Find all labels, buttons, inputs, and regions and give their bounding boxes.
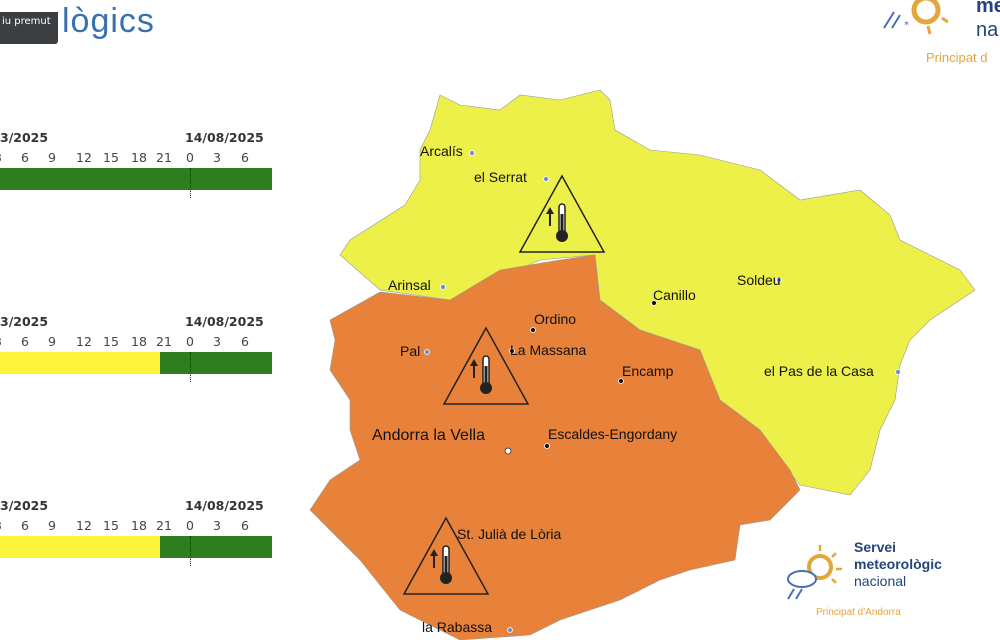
place-marker (618, 378, 624, 384)
place-label: Arcalís (420, 143, 463, 159)
place-marker (895, 369, 901, 375)
date-label: 14/08/2025 (185, 130, 264, 145)
hour-tick: 12 (76, 150, 92, 165)
logo-text: Servei (854, 539, 897, 555)
hour-tick: 18 (131, 334, 147, 349)
place-label: Encamp (622, 363, 674, 379)
hour-tick: 12 (76, 334, 92, 349)
place-marker (469, 150, 475, 156)
place-marker (530, 327, 536, 333)
logo-text: Principat d'Andorra (816, 607, 901, 618)
date-label: 3/2025 (0, 130, 49, 145)
thermometer-warning-icon[interactable] (402, 516, 490, 595)
hour-tick: 21 (156, 150, 172, 165)
hour-tick: 12 (76, 518, 92, 533)
hour-tick: 18 (131, 150, 147, 165)
logo-text: na (976, 19, 999, 41)
place-label: el Pas de la Casa (764, 363, 874, 379)
logo-text: Principat d (926, 50, 988, 65)
hour-tick: 6 (21, 334, 29, 349)
warning-bar[interactable] (0, 352, 272, 374)
hour-tick: 15 (103, 518, 119, 533)
hour-tick: 3 (0, 518, 2, 533)
thermometer-warning-icon[interactable] (518, 174, 606, 253)
hour-tick: 3 (213, 150, 221, 165)
hour-tick: 0 (186, 518, 194, 533)
place-marker (424, 349, 430, 355)
place-label: St. Julià de Lòria (457, 526, 561, 542)
place-marker (509, 348, 515, 354)
date-label: 14/08/2025 (185, 314, 264, 329)
svg-text:*: * (904, 20, 909, 31)
place-label: el Serrat (474, 169, 527, 185)
hour-tick: 6 (241, 518, 249, 533)
hour-tick: 6 (241, 150, 249, 165)
warning-segment[interactable] (0, 352, 161, 374)
hour-tick: 3 (0, 150, 2, 165)
day-divider (190, 352, 191, 382)
day-divider (190, 536, 191, 566)
place-label: Soldeu (737, 272, 781, 288)
place-label: Escaldes-Engordany (548, 426, 677, 442)
place-label: Andorra la Vella (372, 427, 485, 444)
logo-text: me (976, 0, 1000, 17)
weather-logo-icon (787, 545, 842, 600)
hour-tick: 3 (213, 334, 221, 349)
place-label: La Massana (510, 342, 586, 358)
thermometer-warning-icon[interactable] (442, 326, 530, 405)
tooltip: iu premut (0, 12, 58, 44)
place-label: Pal (400, 343, 420, 359)
hour-tick: 9 (48, 334, 56, 349)
place-marker (504, 447, 512, 455)
hour-tick: 6 (21, 518, 29, 533)
hour-tick: 6 (241, 334, 249, 349)
place-marker (440, 284, 446, 290)
date-label: 3/2025 (0, 314, 49, 329)
warning-bar[interactable] (0, 168, 272, 190)
date-label: 14/08/2025 (185, 498, 264, 513)
hour-tick: 15 (103, 334, 119, 349)
logo-top: * me na Principat d (878, 0, 1000, 65)
hour-tick: 0 (186, 334, 194, 349)
place-marker (543, 176, 549, 182)
warning-bar[interactable] (0, 536, 272, 558)
date-label: 3/2025 (0, 498, 49, 513)
hour-tick: 21 (156, 334, 172, 349)
logo: Servei meteorològic nacional Principat d… (776, 533, 962, 625)
hour-tick: 9 (48, 518, 56, 533)
hour-tick: 6 (21, 150, 29, 165)
place-label: Ordino (534, 311, 576, 327)
place-marker (776, 277, 782, 283)
hour-tick: 18 (131, 518, 147, 533)
warning-segment[interactable] (160, 352, 272, 374)
page-title: lògics (62, 2, 155, 40)
hour-tick: 21 (156, 518, 172, 533)
place-marker (651, 300, 657, 306)
hour-tick: 15 (103, 150, 119, 165)
hour-tick: 3 (0, 334, 2, 349)
hour-tick: 0 (186, 150, 194, 165)
place-label: la Rabassa (422, 619, 492, 635)
place-label: Canillo (653, 287, 696, 303)
day-divider (190, 168, 191, 198)
warning-segment[interactable] (0, 536, 161, 558)
warning-segment[interactable] (0, 168, 272, 190)
weather-logo-icon: * (883, 0, 949, 35)
place-label: Arinsal (388, 277, 431, 293)
place-marker (507, 627, 513, 633)
hour-tick: 3 (213, 518, 221, 533)
logo-text: meteorològic (854, 556, 942, 572)
warning-segment[interactable] (160, 536, 272, 558)
place-marker (544, 443, 550, 449)
hour-tick: 9 (48, 150, 56, 165)
logo-text: nacional (854, 573, 907, 589)
